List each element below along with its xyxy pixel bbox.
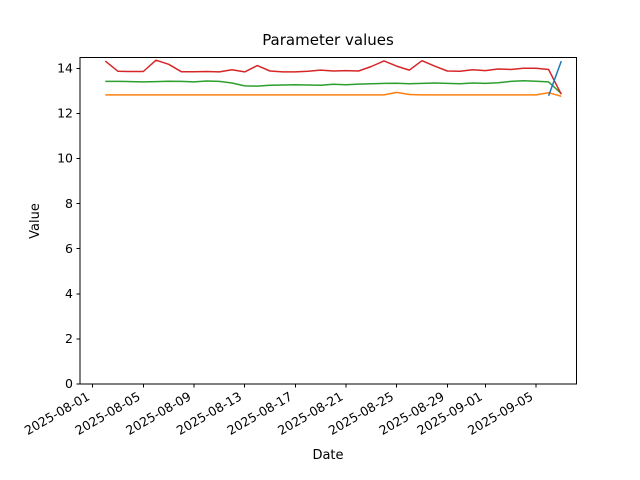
y-tick-label: 12 xyxy=(57,106,73,121)
x-axis-label: Date xyxy=(312,448,343,463)
y-tick-label: 8 xyxy=(65,196,73,211)
series-red-line xyxy=(104,59,562,95)
y-tick-label: 6 xyxy=(65,241,73,256)
axes-frame xyxy=(79,57,577,385)
chart-title: Parameter values xyxy=(262,31,394,49)
series-green-line xyxy=(105,79,562,95)
y-tick-label: 14 xyxy=(57,61,73,76)
plot-area: 024681012142025-08-012025-08-052025-08-0… xyxy=(22,57,577,438)
y-axis-label: Value xyxy=(28,203,43,239)
series-orange-line xyxy=(105,91,562,98)
series-blue-line xyxy=(547,60,563,97)
y-tick-label: 0 xyxy=(65,376,73,391)
y-tick-label: 2 xyxy=(65,331,73,346)
y-tick-label: 4 xyxy=(65,286,73,301)
y-tick-label: 10 xyxy=(57,151,73,166)
